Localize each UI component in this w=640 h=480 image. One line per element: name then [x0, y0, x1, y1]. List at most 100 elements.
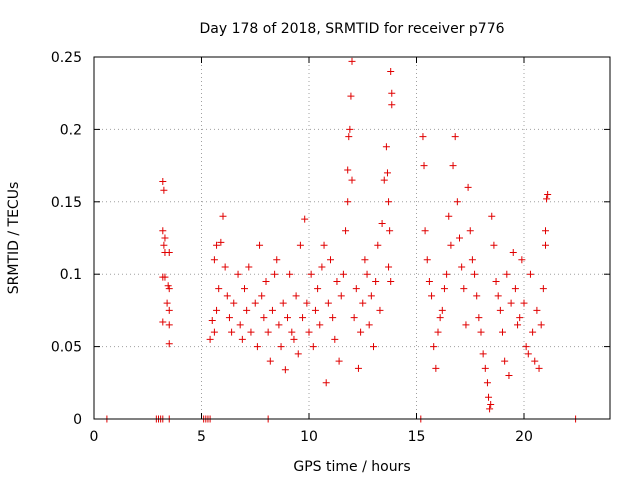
data-point	[260, 314, 268, 322]
data-point	[428, 292, 436, 300]
data-point	[256, 241, 264, 249]
data-point	[236, 321, 244, 329]
data-point	[440, 285, 448, 293]
data-point	[223, 292, 231, 300]
data-point	[473, 292, 481, 300]
data-point	[160, 186, 168, 194]
x-tick-label: 0	[90, 429, 99, 445]
data-point	[331, 335, 339, 343]
data-point	[159, 227, 167, 235]
data-point	[537, 321, 545, 329]
data-point	[447, 241, 455, 249]
data-point	[234, 270, 242, 278]
data-point	[324, 299, 332, 307]
data-point	[372, 277, 380, 285]
data-point	[253, 343, 261, 351]
data-point	[518, 256, 526, 264]
data-point	[420, 162, 428, 170]
data-point	[301, 215, 309, 223]
data-point	[329, 314, 337, 322]
data-points	[103, 57, 580, 423]
plot-area	[93, 56, 611, 420]
data-point	[520, 299, 528, 307]
data-point	[462, 321, 470, 329]
data-point	[385, 198, 393, 206]
data-point	[526, 270, 534, 278]
data-point	[496, 306, 504, 314]
data-point	[217, 238, 225, 246]
data-point	[460, 285, 468, 293]
data-point	[486, 405, 494, 413]
data-point	[277, 343, 285, 351]
data-point	[238, 335, 246, 343]
data-point	[286, 270, 294, 278]
data-point	[347, 92, 355, 100]
data-point	[160, 241, 168, 249]
data-point	[479, 350, 487, 358]
data-point	[524, 350, 532, 358]
data-point	[213, 306, 221, 314]
data-point	[436, 314, 444, 322]
data-point	[483, 379, 491, 387]
data-point	[316, 321, 324, 329]
data-point	[228, 328, 236, 336]
data-point	[361, 256, 369, 264]
data-point	[275, 321, 283, 329]
y-tick-label: 0	[73, 412, 82, 428]
data-point	[264, 328, 272, 336]
data-point	[208, 317, 216, 325]
data-point	[337, 292, 345, 300]
data-point	[383, 169, 391, 177]
data-point	[258, 292, 266, 300]
data-point	[543, 195, 551, 203]
data-point	[165, 306, 173, 314]
data-point	[485, 393, 493, 401]
grid	[94, 57, 610, 419]
data-point	[163, 299, 171, 307]
data-point	[273, 256, 281, 264]
data-point	[279, 299, 287, 307]
data-point	[378, 220, 386, 228]
data-point	[481, 364, 489, 372]
data-point	[215, 285, 223, 293]
data-point	[322, 379, 330, 387]
data-point	[206, 335, 214, 343]
y-axis-title: SRMTID / TECUs	[6, 182, 22, 295]
data-point	[165, 340, 173, 348]
data-point	[544, 191, 552, 199]
data-point	[494, 292, 502, 300]
data-point	[376, 306, 384, 314]
data-point	[445, 212, 453, 220]
data-point	[419, 133, 427, 141]
data-point	[210, 328, 218, 336]
data-point	[507, 299, 515, 307]
y-tick-label: 0.05	[51, 340, 82, 356]
data-point	[357, 328, 365, 336]
axis-ticks: 0 0.05 0.1 0.15 0.2 0.25 0 5 10 15 20	[51, 50, 610, 445]
data-point	[290, 335, 298, 343]
y-tick-label: 0.1	[60, 267, 82, 283]
data-point	[374, 241, 382, 249]
data-point	[529, 328, 537, 336]
data-point	[488, 212, 496, 220]
x-tick-label: 15	[408, 429, 426, 445]
data-point	[365, 321, 373, 329]
data-point	[367, 292, 375, 300]
data-point	[344, 166, 352, 174]
data-point	[542, 227, 549, 235]
data-point	[251, 299, 259, 307]
data-point	[471, 270, 479, 278]
data-point	[501, 357, 509, 365]
data-point	[539, 285, 547, 293]
data-point	[522, 343, 530, 351]
data-point	[314, 285, 322, 293]
data-point	[294, 350, 302, 358]
data-point	[284, 314, 291, 322]
data-point	[210, 256, 218, 264]
data-point	[165, 285, 173, 293]
data-point	[511, 285, 519, 293]
y-tick-label: 0.25	[51, 50, 82, 66]
data-point	[505, 372, 513, 380]
data-point	[535, 364, 543, 372]
